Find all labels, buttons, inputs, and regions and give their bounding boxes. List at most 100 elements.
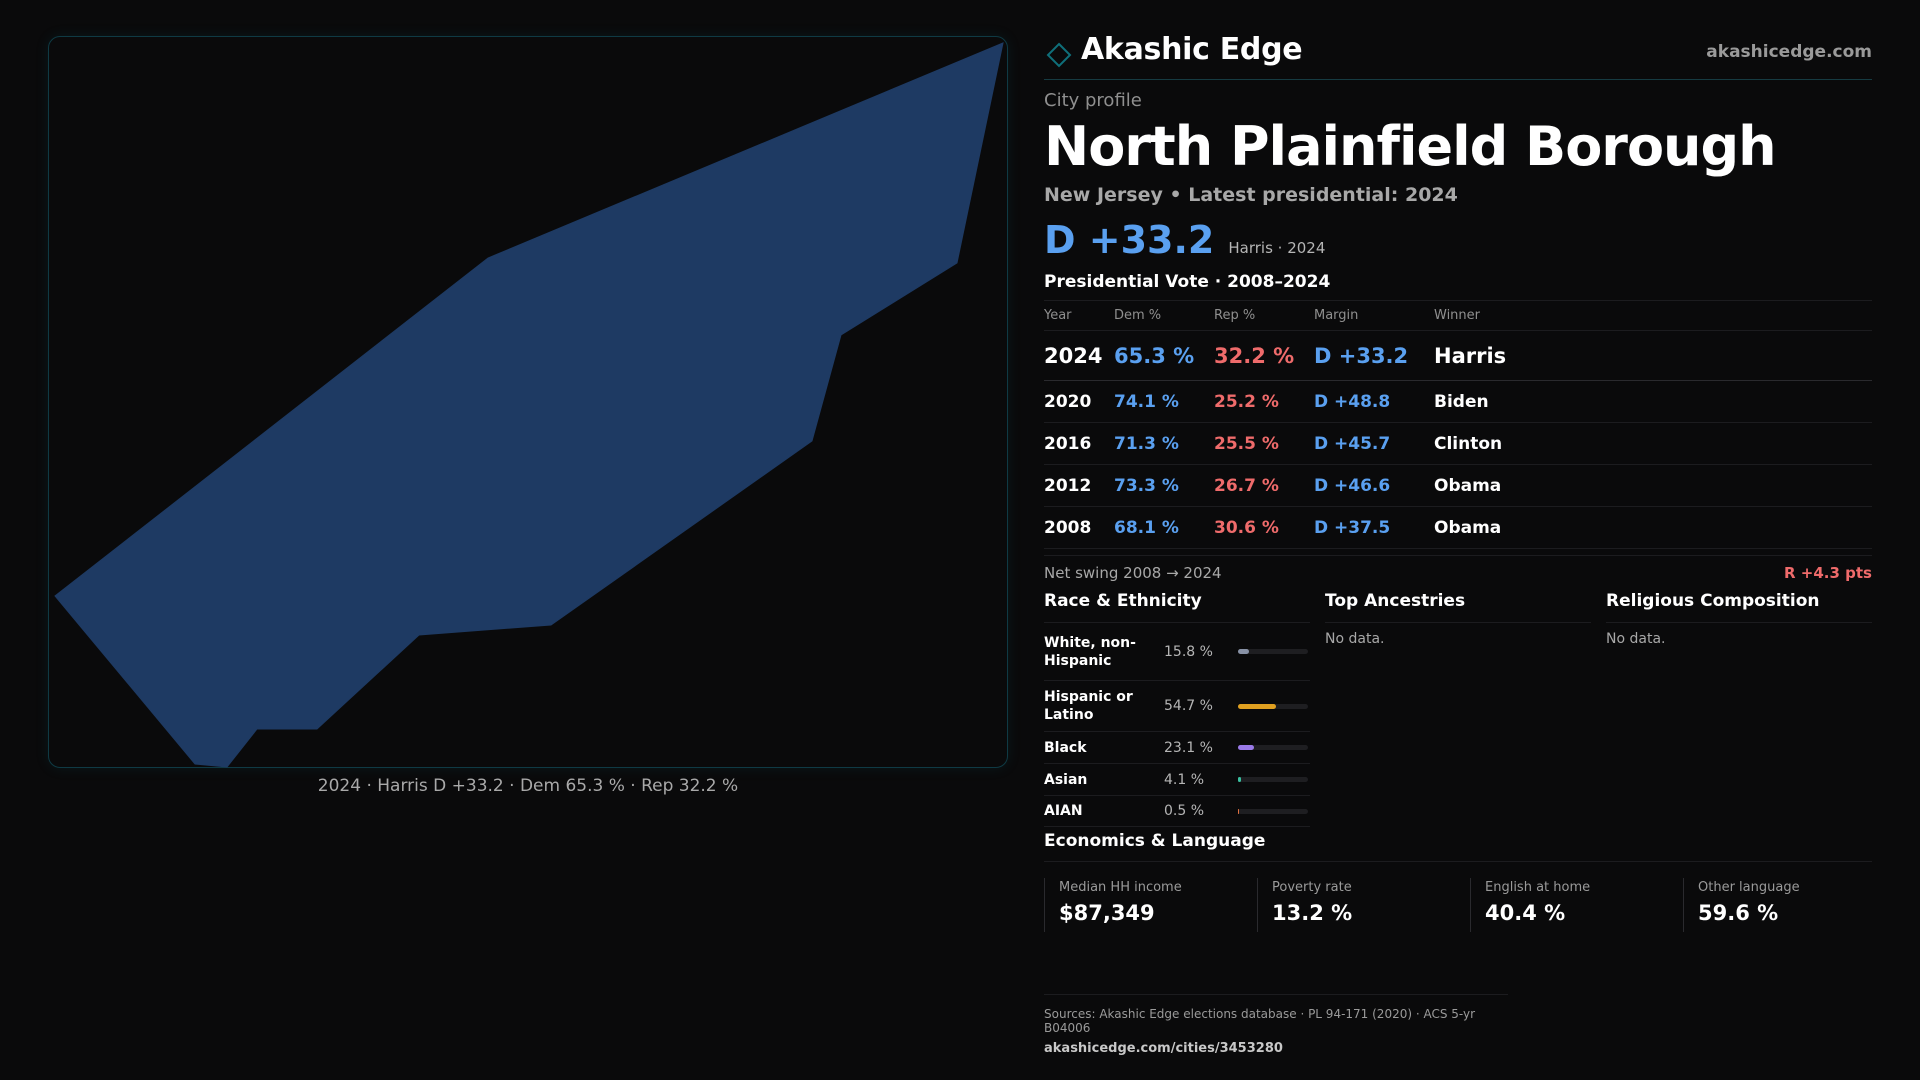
religion-title: Religious Composition <box>1606 591 1872 624</box>
city-subtitle: New Jersey • Latest presidential: 2024 <box>1044 183 1458 206</box>
year-cell: 2016 <box>1044 422 1114 466</box>
stat-label: English at home <box>1485 880 1591 896</box>
brand-name: Akashic Edge <box>1081 32 1303 67</box>
page-title: North Plainfield Borough <box>1044 115 1777 178</box>
map-caption: 2024 · Harris D +33.2 · Dem 65.3 % · Rep… <box>317 776 739 796</box>
stat-english-home: English at home 40.4 % <box>1470 878 1670 933</box>
race-pct: 4.1 % <box>1164 771 1205 788</box>
header-year: Year <box>1044 300 1114 332</box>
religion-empty: No data. <box>1606 631 1666 648</box>
race-label: AIAN <box>1044 803 1083 820</box>
stat-other-language: Other language 59.6 % <box>1683 878 1883 933</box>
year-cell: 2020 <box>1044 380 1114 424</box>
rep-cell: 30.6 % <box>1214 506 1314 550</box>
dem-cell: 73.3 % <box>1114 464 1214 508</box>
dem-cell: 68.1 % <box>1114 506 1214 550</box>
net-swing-row: Net swing 2008 → 2024 R +4.3 pts <box>1044 555 1872 583</box>
race-bar <box>1238 777 1308 783</box>
table-row: 2024 65.3 % 32.2 % D +33.2 Harris <box>1044 330 1872 382</box>
rep-cell: 25.2 % <box>1214 380 1314 424</box>
header-rep: Rep % <box>1214 300 1314 332</box>
race-bar-fill <box>1238 745 1255 751</box>
race-pct: 0.5 % <box>1164 803 1205 820</box>
winner-cell: Biden <box>1434 380 1872 424</box>
demographics-section: Race & Ethnicity White, non-Hispanic 15.… <box>1044 591 1872 828</box>
list-item: Asian 4.1 % <box>1044 764 1310 797</box>
margin-cell: D +37.5 <box>1314 506 1434 550</box>
dem-cell: 74.1 % <box>1114 380 1214 424</box>
stat-value: 40.4 % <box>1485 901 1566 926</box>
race-label: White, non-Hispanic <box>1044 634 1136 669</box>
sources-footer: Sources: Akashic Edge elections database… <box>1044 994 1508 1056</box>
stat-label: Poverty rate <box>1272 880 1352 896</box>
net-swing-label: Net swing 2008 → 2024 <box>1044 564 1222 583</box>
margin-cell: D +48.8 <box>1314 380 1434 424</box>
religion-block: Religious Composition No data. <box>1606 591 1872 647</box>
race-pct: 54.7 % <box>1164 698 1213 715</box>
stat-value: $87,349 <box>1059 901 1155 926</box>
margin-cell: D +46.6 <box>1314 464 1434 508</box>
year-cell: 2024 <box>1044 330 1114 382</box>
brand-url-link[interactable]: akashicedge.com <box>1706 42 1872 62</box>
list-item: Black 23.1 % <box>1044 732 1310 765</box>
city-boundary-shape[interactable] <box>54 42 1004 768</box>
votes-table-title: Presidential Vote · 2008–2024 <box>1044 272 1872 301</box>
list-item: Hispanic or Latino 54.7 % <box>1044 681 1310 733</box>
headline-note: Harris · 2024 <box>1228 238 1326 257</box>
dem-cell: 71.3 % <box>1114 422 1214 466</box>
stat-poverty-rate: Poverty rate 13.2 % <box>1257 878 1457 933</box>
stat-label: Other language <box>1698 880 1800 896</box>
year-cell: 2008 <box>1044 506 1114 550</box>
sources-url-link[interactable]: akashicedge.com/cities/3453280 <box>1044 1041 1283 1056</box>
race-bar-fill <box>1238 808 1240 814</box>
rep-cell: 26.7 % <box>1214 464 1314 508</box>
city-boundary-map[interactable] <box>48 36 1008 768</box>
dem-cell: 65.3 % <box>1114 330 1214 382</box>
stat-label: Median HH income <box>1059 880 1182 896</box>
map-svg <box>54 42 1004 768</box>
winner-cell: Harris <box>1434 330 1872 382</box>
race-bar-fill <box>1238 703 1277 709</box>
race-bar-fill <box>1238 649 1250 655</box>
winner-cell: Clinton <box>1434 422 1872 466</box>
list-item: White, non-Hispanic 15.8 % <box>1044 623 1310 682</box>
list-item: AIAN 0.5 % <box>1044 796 1310 828</box>
header-dem: Dem % <box>1114 300 1214 332</box>
table-row: 2008 68.1 % 30.6 % D +37.5 Obama <box>1044 506 1872 550</box>
table-row: 2016 71.3 % 25.5 % D +45.7 Clinton <box>1044 422 1872 466</box>
header-margin: Margin <box>1314 300 1434 332</box>
stat-value: 13.2 % <box>1272 901 1353 926</box>
headline-margin-block: D +33.2 Harris · 2024 <box>1044 220 1872 260</box>
votes-header-row: Year Dem % Rep % Margin Winner <box>1044 300 1872 332</box>
margin-cell: D +45.7 <box>1314 422 1434 466</box>
diamond-logo-icon <box>1046 42 1072 68</box>
net-swing-value: R +4.3 pts <box>1784 564 1872 583</box>
margin-cell: D +33.2 <box>1314 330 1434 382</box>
race-bar-fill <box>1238 777 1241 783</box>
race-pct: 15.8 % <box>1164 643 1213 660</box>
race-title: Race & Ethnicity <box>1044 591 1310 624</box>
winner-cell: Obama <box>1434 506 1872 550</box>
brand-header: Akashic Edge akashicedge.com <box>1044 30 1872 80</box>
ancestries-empty: No data. <box>1325 631 1385 648</box>
race-label: Asian <box>1044 771 1088 788</box>
rep-cell: 32.2 % <box>1214 330 1314 382</box>
profile-panel: Akashic Edge akashicedge.com City profil… <box>1044 30 1872 933</box>
section-eyebrow: City profile <box>1044 90 1142 111</box>
race-bar <box>1238 745 1308 751</box>
year-cell: 2012 <box>1044 464 1114 508</box>
race-label: Black <box>1044 739 1087 756</box>
table-row: 2020 74.1 % 25.2 % D +48.8 Biden <box>1044 380 1872 424</box>
rep-cell: 25.5 % <box>1214 422 1314 466</box>
stat-median-income: Median HH income $87,349 <box>1044 878 1244 933</box>
winner-cell: Obama <box>1434 464 1872 508</box>
economics-title: Economics & Language <box>1044 831 1872 863</box>
economics-stats: Median HH income $87,349 Poverty rate 13… <box>1044 878 1872 933</box>
race-bar <box>1238 703 1308 709</box>
race-ethnicity-block: Race & Ethnicity White, non-Hispanic 15.… <box>1044 591 1310 828</box>
race-label: Hispanic or Latino <box>1044 689 1133 724</box>
race-bar <box>1238 649 1308 655</box>
race-pct: 23.1 % <box>1164 739 1213 756</box>
headline-margin: D +33.2 <box>1044 217 1215 262</box>
race-bar <box>1238 808 1308 814</box>
